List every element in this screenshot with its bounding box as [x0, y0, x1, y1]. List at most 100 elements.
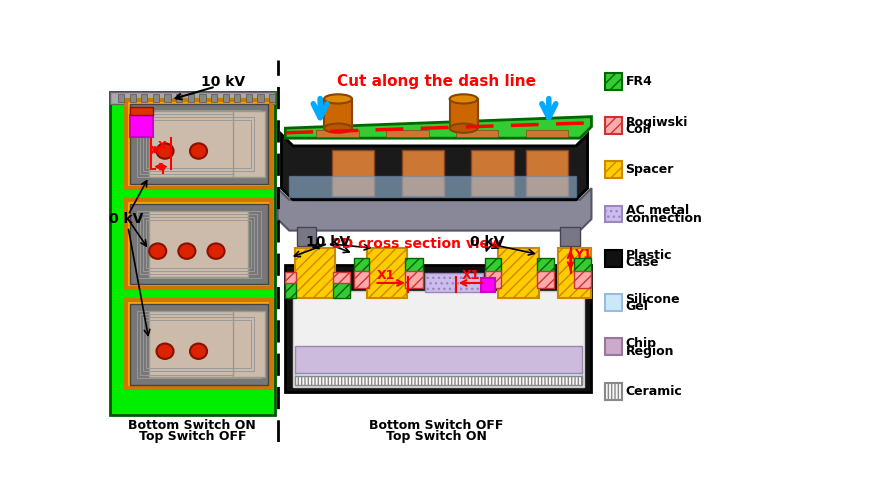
Bar [126, 300, 271, 389]
Bar [485, 271, 501, 288]
Text: X: X [157, 141, 166, 151]
Text: Spacer: Spacer [626, 163, 674, 176]
Bar [316, 130, 359, 137]
Ellipse shape [156, 343, 174, 359]
Bar [146, 120, 251, 168]
Bar [425, 273, 483, 292]
Bar [140, 214, 257, 274]
Bar [149, 111, 249, 176]
Text: Chip: Chip [626, 337, 657, 350]
Text: Top Switch OFF: Top Switch OFF [138, 430, 246, 443]
Bar [295, 371, 582, 385]
Bar [149, 211, 249, 277]
Bar [199, 94, 205, 102]
Bar [605, 383, 621, 400]
Bar [233, 312, 265, 377]
Bar [149, 312, 249, 377]
Bar [136, 211, 261, 277]
Bar [367, 248, 407, 298]
Bar [234, 94, 241, 102]
Bar [324, 99, 352, 128]
Bar [285, 282, 296, 298]
Ellipse shape [208, 244, 224, 259]
Text: Plastic: Plastic [626, 249, 672, 262]
Bar [246, 94, 252, 102]
Bar [129, 204, 268, 284]
Bar [140, 113, 257, 174]
Ellipse shape [190, 143, 207, 159]
Text: Bottom Switch ON: Bottom Switch ON [129, 419, 256, 432]
Bar [297, 227, 316, 246]
Bar [110, 92, 275, 415]
Text: 10 kV: 10 kV [306, 235, 350, 249]
Bar [485, 257, 501, 273]
Text: X1: X1 [462, 269, 481, 282]
Polygon shape [282, 134, 587, 200]
Bar [354, 271, 369, 288]
Text: connection: connection [626, 212, 702, 225]
Bar [153, 94, 159, 102]
Bar [295, 346, 582, 373]
Text: Cut along the dash line: Cut along the dash line [337, 75, 536, 89]
Bar [136, 311, 261, 378]
Bar [146, 220, 251, 268]
Text: Top Switch ON: Top Switch ON [386, 430, 487, 443]
Text: Ceramic: Ceramic [626, 385, 682, 398]
Bar [118, 94, 124, 102]
Bar [143, 217, 255, 271]
Bar [129, 103, 268, 184]
Bar [143, 317, 255, 371]
Bar [146, 320, 251, 368]
Text: Bottom Switch OFF: Bottom Switch OFF [369, 419, 504, 432]
Bar [334, 282, 350, 298]
Ellipse shape [156, 143, 174, 159]
Text: AC metal: AC metal [626, 204, 688, 218]
Text: Case: Case [626, 256, 659, 269]
Bar [233, 111, 265, 176]
Bar [386, 130, 428, 137]
Bar [406, 257, 422, 273]
Bar [406, 271, 422, 288]
Bar [605, 294, 621, 311]
Bar [605, 206, 621, 223]
Text: 0 kV: 0 kV [109, 212, 143, 226]
Text: FR4: FR4 [626, 75, 653, 87]
Bar [605, 117, 621, 134]
Text: Gel: Gel [626, 300, 648, 313]
Bar [164, 94, 170, 102]
Ellipse shape [449, 94, 478, 103]
Bar [334, 272, 350, 283]
Ellipse shape [190, 343, 207, 359]
Bar [574, 257, 592, 273]
Text: Y1: Y1 [574, 248, 592, 260]
Bar [499, 248, 539, 298]
Bar [126, 100, 271, 188]
Text: Silicone: Silicone [626, 293, 680, 306]
Bar [574, 271, 592, 288]
Bar [605, 250, 621, 267]
Bar [605, 162, 621, 178]
Text: Coil: Coil [626, 123, 652, 136]
Bar [537, 257, 554, 273]
Bar [295, 376, 582, 385]
Bar [401, 150, 444, 196]
Bar [561, 227, 580, 246]
Bar [605, 73, 621, 89]
Ellipse shape [178, 244, 196, 259]
Text: Rogiwski: Rogiwski [626, 116, 688, 129]
Bar [295, 248, 335, 298]
Bar [126, 200, 271, 288]
Bar [140, 314, 257, 375]
Text: Region: Region [626, 344, 674, 357]
Bar [354, 257, 369, 273]
Ellipse shape [449, 124, 478, 133]
Text: 0 kV: 0 kV [469, 235, 504, 249]
Polygon shape [277, 188, 592, 231]
Bar [129, 94, 136, 102]
Bar [257, 94, 263, 102]
Bar [188, 94, 194, 102]
Bar [449, 99, 478, 128]
Bar [176, 94, 182, 102]
Bar [558, 248, 592, 298]
Bar [293, 291, 584, 387]
